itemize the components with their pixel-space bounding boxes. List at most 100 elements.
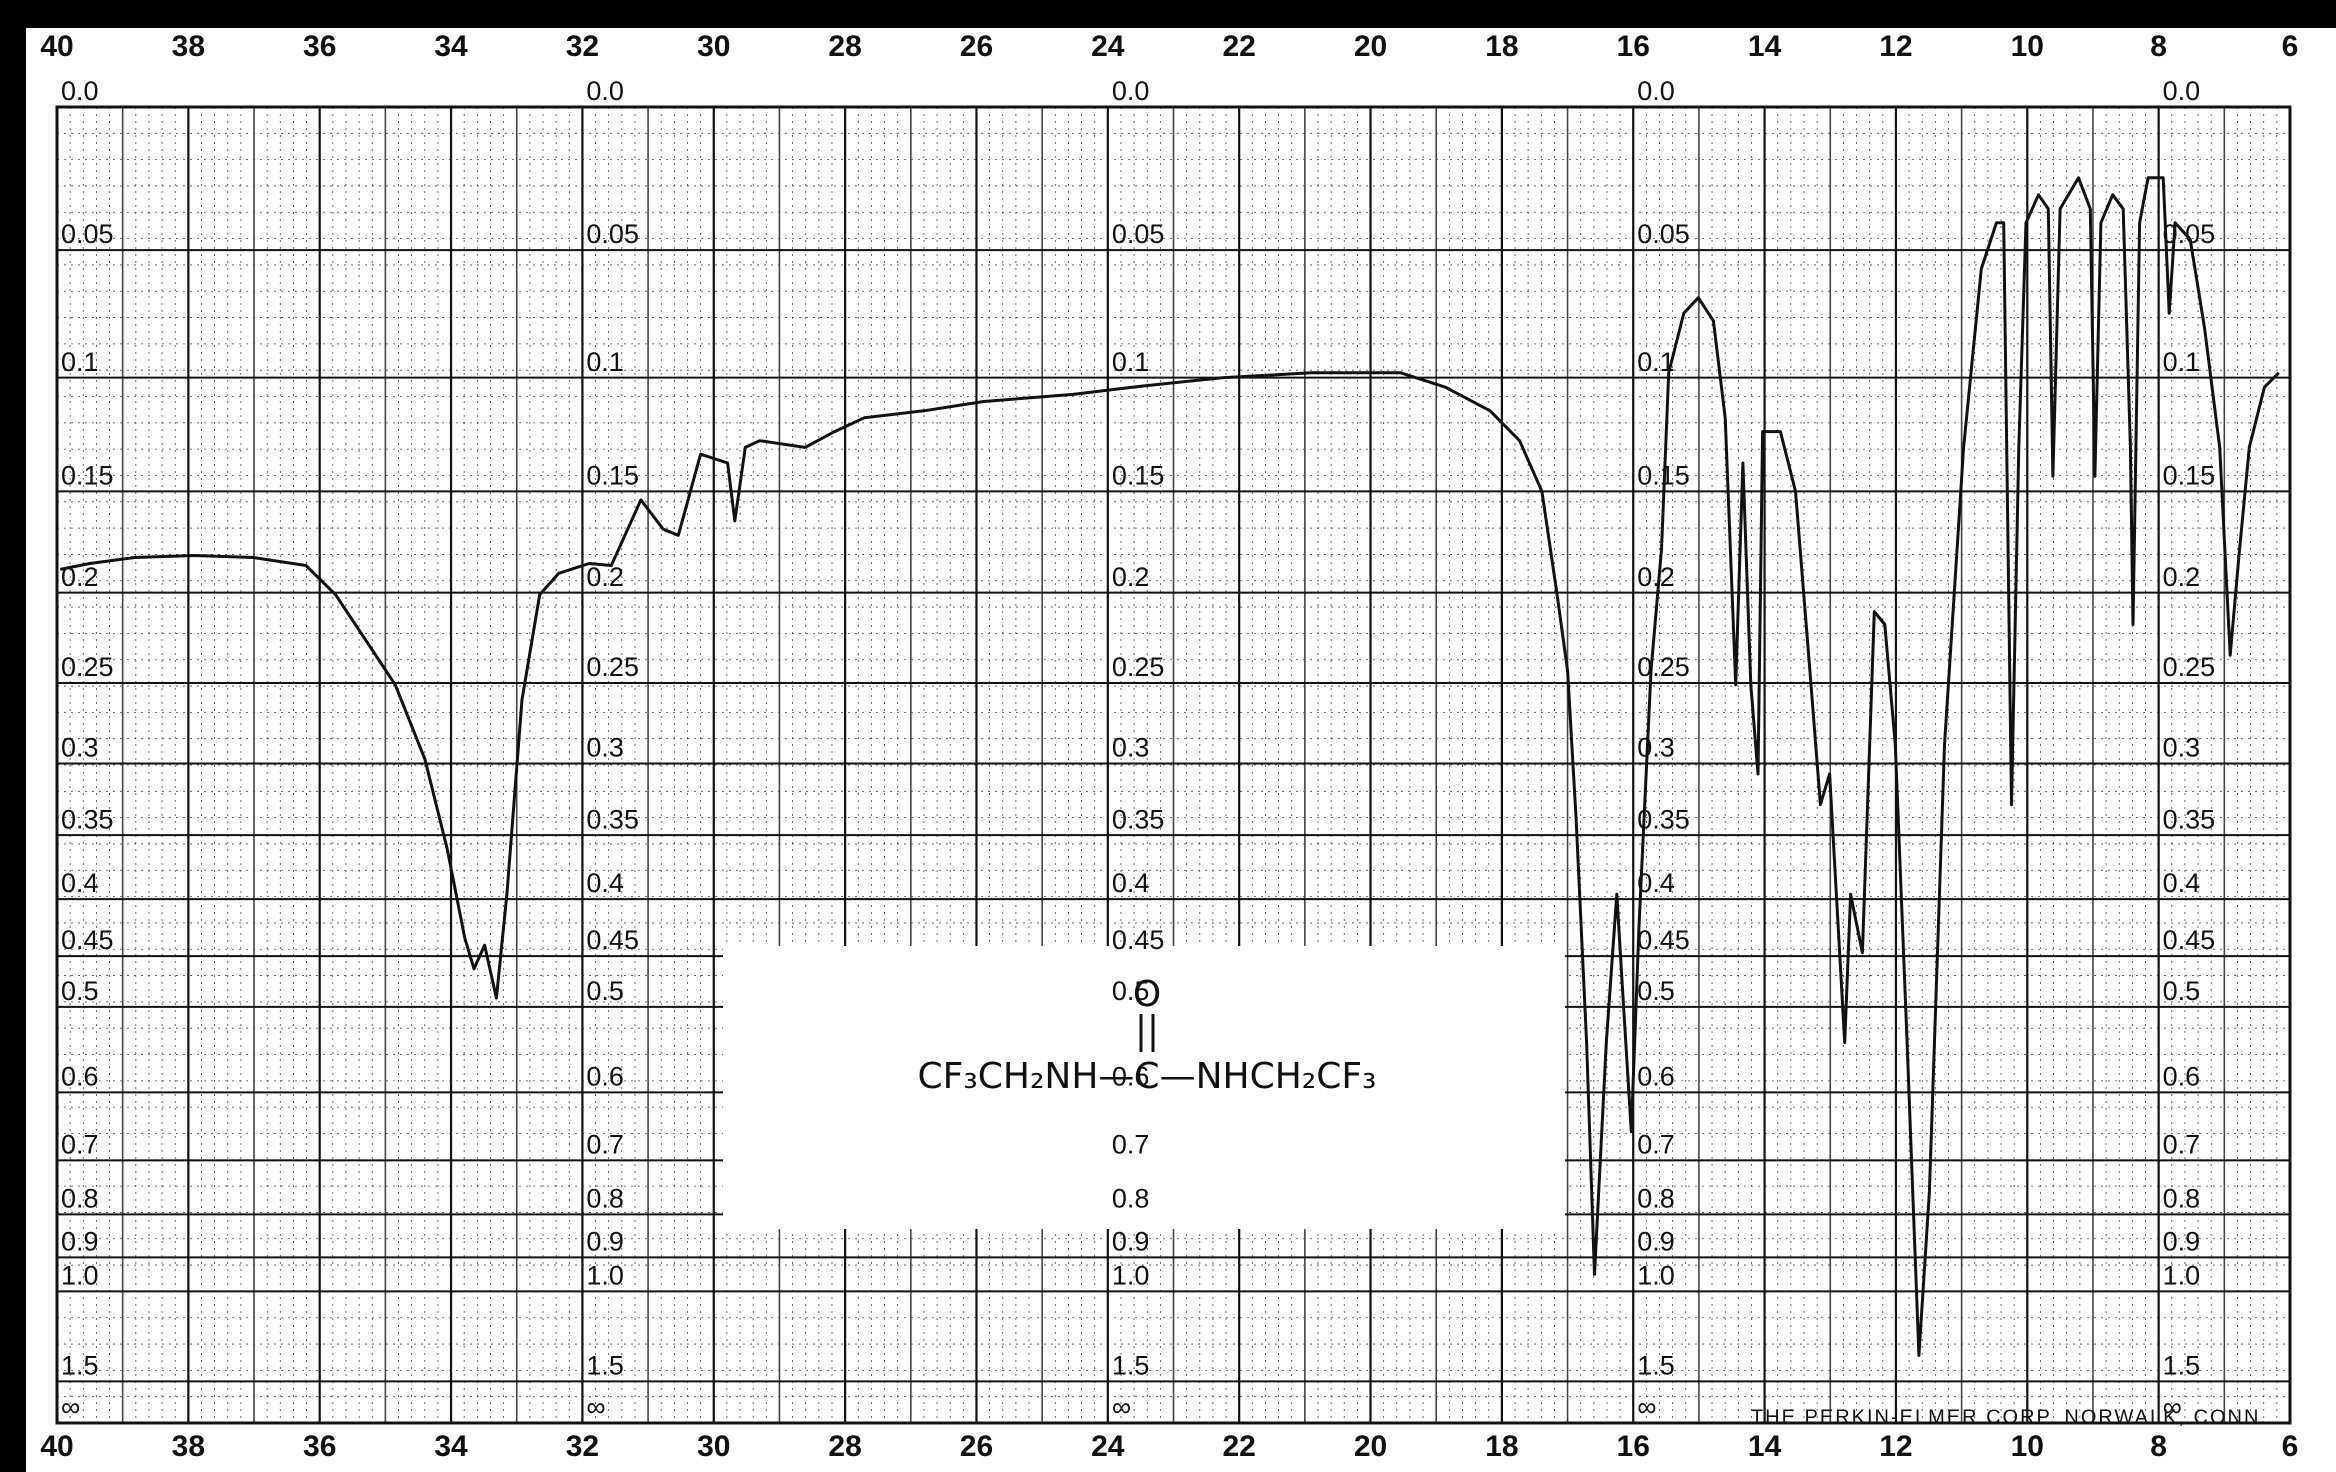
y-tick-label: 0.45: [1637, 925, 1690, 955]
y-tick-label: 0.4: [586, 868, 624, 898]
y-tick-label: 0.0: [1637, 76, 1675, 106]
y-tick-label: 0.1: [61, 347, 99, 377]
y-tick-label: 0.9: [586, 1226, 624, 1256]
carbonyl-oxygen: O: [1133, 974, 1161, 1015]
y-tick-label: 0.9: [1112, 1226, 1150, 1256]
y-tick-label: 0.3: [61, 733, 99, 763]
x-tick-label: 32: [566, 30, 599, 63]
y-tick-label: 0.4: [1112, 868, 1150, 898]
x-tick-label: 20: [1354, 1430, 1387, 1463]
y-tick-label: ∞: [61, 1392, 80, 1422]
y-tick-label: 0.2: [1637, 562, 1675, 592]
y-tick-label: 0.5: [1112, 976, 1150, 1006]
x-tick-label: 16: [1617, 1430, 1650, 1463]
y-tick-label: 0.5: [61, 976, 99, 1006]
y-tick-label: 0.35: [2163, 804, 2216, 834]
y-tick-label: 0.8: [2163, 1184, 2201, 1214]
y-tick-label: 0.0: [586, 76, 624, 106]
y-tick-label: 0.45: [2163, 925, 2216, 955]
x-tick-label: 14: [1748, 30, 1782, 63]
y-tick-label: 0.05: [1637, 219, 1690, 249]
y-tick-label: 0.2: [61, 562, 99, 592]
y-tick-label: 0.6: [1637, 1062, 1675, 1092]
y-tick-label: 0.2: [586, 562, 624, 592]
y-tick-label: 1.0: [61, 1261, 99, 1291]
paper: [26, 28, 2336, 1472]
y-tick-label: 0.3: [1112, 733, 1150, 763]
y-tick-label: 0.15: [1112, 460, 1165, 490]
y-tick-label: 1.0: [1637, 1261, 1675, 1291]
x-tick-label: 6: [2282, 1430, 2299, 1463]
y-tick-label: 0.3: [586, 733, 624, 763]
y-tick-label: 0.7: [1112, 1130, 1150, 1160]
x-tick-label: 10: [2011, 30, 2044, 63]
y-tick-label: 0.35: [1112, 804, 1165, 834]
y-tick-label: 0.4: [2163, 868, 2201, 898]
x-tick-label: 28: [828, 1430, 861, 1463]
y-tick-label: 0.7: [2163, 1130, 2201, 1160]
y-tick-label: 0.1: [2163, 347, 2201, 377]
y-tick-label: ∞: [2163, 1392, 2182, 1422]
plot: [60, 176, 2280, 1357]
y-tick-label: 1.0: [586, 1261, 624, 1291]
x-tick-label: 30: [697, 1430, 730, 1463]
y-tick-label: 0.0: [61, 76, 99, 106]
y-tick-label: 0.05: [1112, 219, 1165, 249]
x-tick-label: 36: [303, 1430, 336, 1463]
y-tick-label: 0.1: [1112, 347, 1150, 377]
y-tick-label: 0.15: [61, 460, 114, 490]
y-tick-label: 1.5: [2163, 1351, 2201, 1381]
y-tick-label: 0.6: [586, 1062, 624, 1092]
footer: THE PERKIN-ELMER CORP. NORWALK, CONN.: [1751, 1406, 2268, 1428]
x-tick-label: 38: [172, 30, 205, 63]
x-tick-label: 38: [172, 1430, 205, 1463]
y-tick-label: 0.4: [61, 868, 99, 898]
y-tick-label: 0.3: [1637, 733, 1675, 763]
x-tick-label: 40: [40, 1430, 73, 1463]
x-tick-label: 8: [2150, 30, 2167, 63]
x-tick-label: 6: [2282, 30, 2299, 63]
y-tick-label: 0.8: [61, 1184, 99, 1214]
y-tick-label: 0.7: [1637, 1130, 1675, 1160]
x-tick-label: 18: [1485, 1430, 1518, 1463]
x-tick-label: 30: [697, 30, 730, 63]
y-tick-label: 1.5: [1637, 1351, 1675, 1381]
x-tick-label: 26: [960, 1430, 993, 1463]
y-tick-label: 0.6: [2163, 1062, 2201, 1092]
y-tick-label: 1.5: [586, 1351, 624, 1381]
x-tick-label: 28: [828, 30, 861, 63]
y-tick-label: 0.25: [1637, 652, 1690, 682]
x-tick-label: 14: [1748, 1430, 1782, 1463]
y-tick-label: ∞: [1637, 1392, 1656, 1422]
y-tick-label: 0.6: [1112, 1062, 1150, 1092]
x-tick-label: 40: [40, 30, 73, 63]
x-tick-label: 36: [303, 30, 336, 63]
y-tick-label: 0.2: [2163, 562, 2201, 592]
spectrum-line: [60, 176, 2280, 1357]
x-tick-label: 32: [566, 1430, 599, 1463]
x-tick-label: 24: [1091, 30, 1125, 63]
y-tick-label: 0.9: [61, 1226, 99, 1256]
y-tick-label: 0.8: [586, 1184, 624, 1214]
y-tick-label: 0.0: [2163, 76, 2201, 106]
y-tick-label: 0.5: [2163, 976, 2201, 1006]
y-tick-label: 0.05: [61, 219, 114, 249]
y-tick-label: 0.7: [586, 1130, 624, 1160]
y-tick-label: 0.05: [586, 219, 639, 249]
y-tick-label: 0.25: [2163, 652, 2216, 682]
x-tick-label: 26: [960, 30, 993, 63]
x-tick-label: 34: [434, 30, 468, 63]
y-tick-label: 1.0: [1112, 1261, 1150, 1291]
x-tick-label: 20: [1354, 30, 1387, 63]
y-tick-label: 0.15: [2163, 460, 2216, 490]
x-tick-label: 22: [1222, 1430, 1255, 1463]
x-tick-label: 34: [434, 1430, 468, 1463]
y-tick-label: 0.5: [1637, 976, 1675, 1006]
y-tick-label: 0.35: [586, 804, 639, 834]
formula: CF₃CH₂NH—C—NHCH₂CF₃: [918, 1056, 1377, 1097]
y-tick-label: 0.1: [586, 347, 624, 377]
x-tick-label: 22: [1222, 30, 1255, 63]
y-tick-label: 0.7: [61, 1130, 99, 1160]
y-tick-label: 0.9: [1637, 1226, 1675, 1256]
